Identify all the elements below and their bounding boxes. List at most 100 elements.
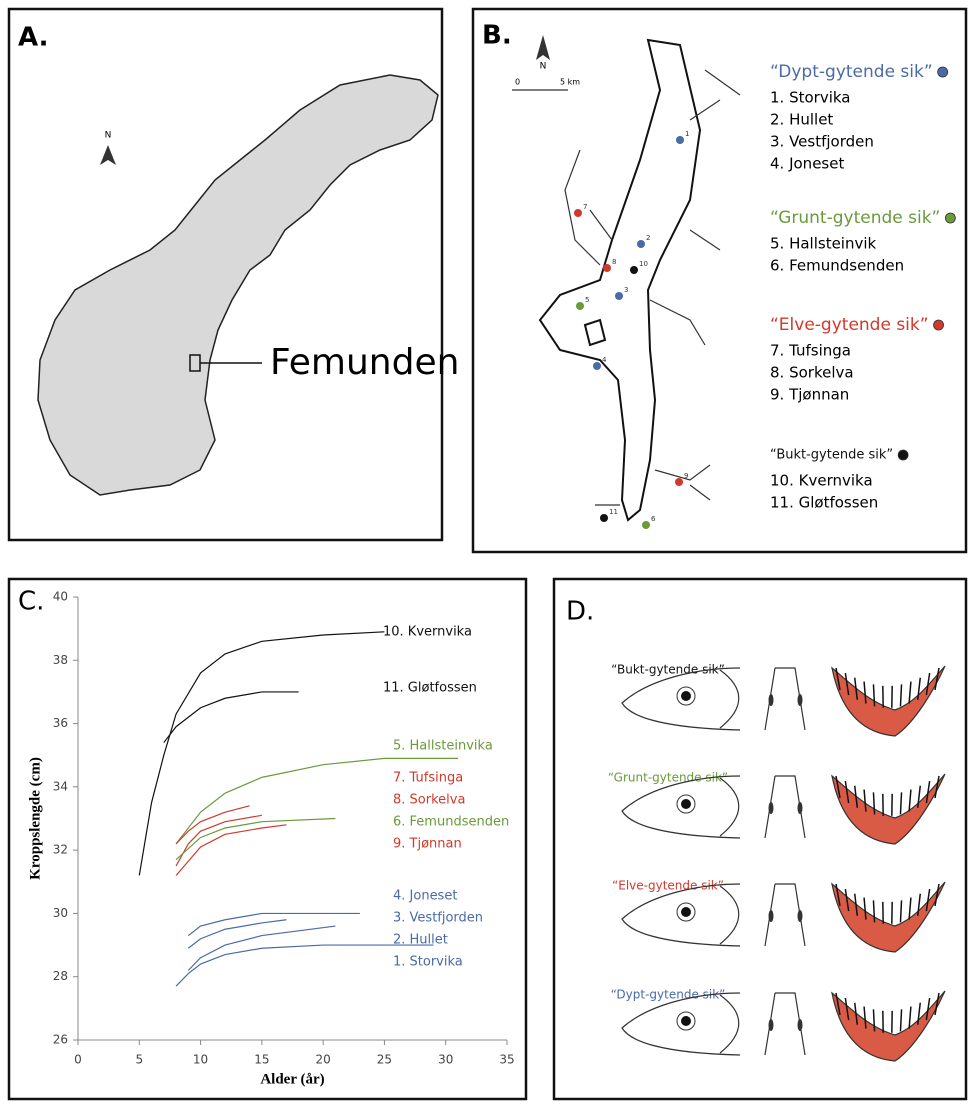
x-tick-label: 15 (254, 1053, 269, 1067)
site-dot (603, 264, 611, 272)
y-tick-label: 28 (53, 969, 68, 983)
panel-letter: C. (18, 587, 44, 617)
x-tick-label: 0 (74, 1053, 82, 1067)
x-tick-label: 5 (135, 1053, 143, 1067)
series-label: 6. Femundsenden (393, 815, 509, 830)
site-dot (593, 362, 601, 370)
gill-spot (798, 802, 803, 814)
fish-pupil (681, 1016, 691, 1026)
site-label: 6 (651, 515, 656, 523)
gill-raker (832, 666, 945, 736)
x-axis-label: Alder (år) (260, 1071, 324, 1087)
norway-map (38, 75, 438, 495)
panel-letter: A. (18, 23, 48, 53)
y-tick-label: 26 (53, 1033, 68, 1047)
group-item: 5. Hallsteinvik (770, 235, 877, 253)
series-line (188, 913, 360, 935)
x-tick-label: 10 (193, 1053, 208, 1067)
group-item: 3. Vestfjorden (770, 133, 874, 151)
group-item: 4. Joneset (770, 155, 844, 173)
site-dot (675, 478, 683, 486)
gill-spot (798, 694, 803, 706)
series-label: 1. Storvika (393, 955, 463, 970)
group-title: “Elve-gytende sik” (770, 315, 929, 335)
x-tick-label: 20 (316, 1053, 331, 1067)
group-dot (934, 320, 944, 330)
gill-raker (832, 991, 945, 1061)
gill-raker (832, 774, 945, 844)
x-tick-label: 25 (377, 1053, 392, 1067)
group-item: 8. Sorkelva (770, 364, 854, 382)
series-line (176, 815, 262, 866)
north-label: N (105, 131, 112, 141)
y-tick-label: 36 (53, 716, 68, 730)
fish-pupil (681, 907, 691, 917)
site-dot (637, 240, 645, 248)
y-tick-label: 30 (53, 906, 68, 920)
site-dot (630, 266, 638, 274)
site-dot (576, 302, 584, 310)
fish-pupil (681, 799, 691, 809)
lake-map (540, 40, 700, 520)
y-tick-label: 40 (53, 590, 68, 604)
fish-pupil (681, 691, 691, 701)
panel-letter: D. (566, 597, 594, 627)
site-label: 1 (685, 130, 689, 138)
group-item: 11. Gløtfossen (770, 494, 878, 512)
site-label: 4 (602, 356, 607, 364)
series-line (176, 825, 286, 876)
site-dot (574, 209, 582, 217)
y-tick-label: 32 (53, 843, 68, 857)
group-dot (945, 213, 955, 223)
site-label: 2 (646, 234, 650, 242)
gill-spot (798, 1019, 803, 1031)
series-label: 11. Gløtfossen (383, 681, 477, 696)
series-label: 4. Joneset (393, 889, 457, 904)
site-label: 7 (583, 203, 587, 211)
group-item: 9. Tjønnan (770, 386, 849, 404)
group-item: 10. Kvernvika (770, 472, 873, 490)
place-label: Femunden (270, 342, 459, 383)
series-label: 3. Vestfjorden (393, 911, 483, 926)
panel-letter: B. (482, 21, 512, 51)
site-label: 11 (609, 508, 618, 516)
site-dot (615, 292, 623, 300)
series-label: 9. Tjønnan (393, 837, 462, 852)
gill-spot (769, 694, 774, 706)
x-tick-label: 35 (499, 1053, 514, 1067)
group-dot (898, 450, 908, 460)
group-item: 2. Hullet (770, 111, 833, 129)
site-dot (642, 521, 650, 529)
series-label: 10. Kvernvika (383, 625, 472, 640)
x-tick-label: 30 (438, 1053, 453, 1067)
y-tick-label: 34 (53, 779, 68, 793)
y-tick-label: 38 (53, 653, 68, 667)
series-line (164, 692, 299, 743)
site-dot (676, 136, 684, 144)
series-line (139, 632, 384, 876)
site-label: 10 (639, 260, 648, 268)
site-label: 3 (624, 286, 628, 294)
site-label: 5 (585, 296, 589, 304)
group-title: “Dypt-gytende sik” (770, 62, 933, 82)
group-title: “Grunt-gytende sik” (770, 208, 940, 228)
site-label: 9 (684, 472, 688, 480)
scale-label: 0 (515, 78, 520, 87)
scale-label: 5 km (560, 78, 580, 87)
panel-d-frame (554, 579, 966, 1099)
gill-spot (798, 910, 803, 922)
figure: A.NFemundenB.N05 km1234567891011“Dypt-gy… (0, 0, 972, 1105)
north-label: N (540, 62, 547, 72)
north-arrow (100, 145, 116, 165)
gill-raker (832, 882, 945, 952)
series-label: 5. Hallsteinvika (393, 739, 493, 754)
group-dot (938, 67, 948, 77)
gill-spot (769, 1019, 774, 1031)
series-label: 7. Tufsinga (393, 771, 463, 786)
group-item: 6. Femundsenden (770, 257, 904, 275)
gill-spot (769, 802, 774, 814)
series-line (176, 819, 335, 860)
series-label: 8. Sorkelva (393, 793, 465, 808)
series-line (176, 806, 250, 844)
group-item: 1. Storvika (770, 89, 851, 107)
